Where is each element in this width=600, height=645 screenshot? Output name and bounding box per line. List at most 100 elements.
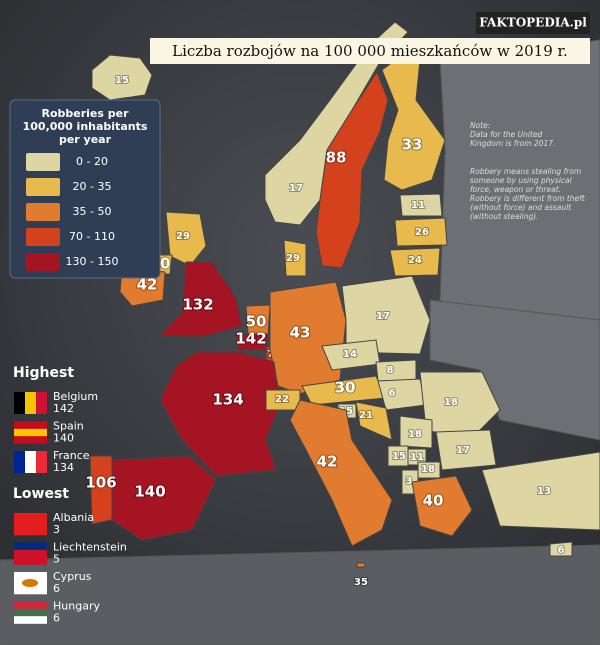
flag: [25, 451, 36, 473]
legend-label: 35 - 50: [73, 205, 112, 218]
region-label: 40: [423, 492, 444, 510]
country-value: 6: [53, 612, 60, 625]
region-label: 6: [558, 545, 565, 556]
country-name: Cyprus: [53, 570, 92, 583]
region: [394, 217, 448, 247]
definition-text: Robbery means stealing from: [470, 167, 581, 176]
region-label: 15: [115, 75, 129, 86]
flag: [25, 392, 36, 414]
country-name: Liechtenstein: [53, 541, 127, 554]
flag: [14, 601, 47, 610]
region: [399, 415, 433, 449]
flag: [14, 421, 47, 430]
region-label: 3: [406, 476, 413, 487]
country-name: Hungary: [53, 600, 100, 613]
region-label: 132: [182, 296, 213, 314]
note-text: Kingdom is from 2017.: [470, 139, 555, 148]
region-label: 13: [537, 486, 551, 497]
legend-label: 20 - 35: [73, 180, 112, 193]
region-label: 30: [335, 379, 356, 397]
region-label: 33: [402, 136, 423, 154]
country-value: 5: [53, 553, 60, 566]
legend-swatch: [26, 178, 60, 196]
region-label: 134: [212, 391, 243, 409]
flag: [14, 616, 47, 624]
region: [264, 21, 409, 226]
list-title: Highest: [13, 365, 74, 381]
region-label: 17: [376, 311, 390, 322]
region-label: 88: [326, 149, 347, 167]
other-land: [0, 39, 600, 645]
region: [315, 70, 389, 269]
flag: [14, 557, 47, 565]
region: [283, 239, 307, 277]
legend-label: 0 - 20: [76, 155, 108, 168]
flag: [36, 451, 47, 473]
flag: [14, 428, 47, 437]
definition-text: (without force) and assault: [470, 203, 572, 212]
flag: [14, 608, 47, 617]
region-label: 6: [389, 388, 396, 399]
region-label: 29: [176, 231, 190, 242]
country-value: 3: [53, 523, 60, 536]
legend-swatch: [26, 253, 60, 271]
legend-label: 130 - 150: [66, 255, 119, 268]
flag: [14, 436, 47, 444]
flag: [14, 392, 25, 414]
region-label: 21: [359, 410, 373, 421]
region-label: 142: [235, 330, 266, 348]
country-name: France: [53, 449, 90, 462]
flag: [22, 579, 38, 587]
region: [481, 451, 600, 531]
region-label: 42: [317, 453, 338, 471]
region-label: 17: [456, 445, 470, 456]
country-name: Spain: [53, 420, 84, 433]
region: [389, 247, 441, 277]
region-label: 11: [410, 452, 424, 463]
region: [375, 359, 417, 382]
region-label: 26: [415, 227, 429, 238]
region: [341, 275, 431, 355]
note-text: Data for the United: [470, 130, 543, 139]
flag: [14, 549, 47, 558]
flag: [14, 572, 47, 580]
flag: [14, 586, 47, 595]
region: [355, 401, 393, 441]
country-value: 142: [53, 402, 74, 415]
region-label: 106: [85, 474, 116, 492]
definition-text: force, weapon or threat.: [470, 185, 561, 194]
region: [411, 475, 473, 537]
region: [165, 211, 207, 267]
region-label: 17: [289, 183, 303, 194]
country-value: 140: [53, 432, 74, 445]
flag: [14, 542, 47, 551]
list-title: Lowest: [13, 486, 69, 502]
region: [435, 429, 497, 471]
region: [158, 261, 243, 338]
legend-label: 70 - 110: [69, 230, 115, 243]
legend-swatch: [26, 228, 60, 246]
region-label: 42: [137, 276, 158, 294]
region: [387, 445, 409, 467]
watermark: FAKTOPEDIA.pl: [479, 16, 587, 30]
definition-text: (without stealing).: [470, 212, 539, 221]
region: [399, 193, 443, 217]
region-label: 14: [343, 349, 357, 360]
watermark-box: [476, 12, 590, 34]
country-name: Belgium: [53, 390, 98, 403]
legend-swatch: [26, 153, 60, 171]
title: Liczba rozbojów na 100 000 mieszkańców w…: [172, 42, 568, 60]
region: [377, 378, 427, 411]
legend-title: Robberies per: [41, 107, 129, 120]
region-label: 50: [246, 313, 267, 331]
region-label: 15: [392, 451, 406, 462]
country-name: Albania: [53, 511, 94, 524]
region-label: 140: [134, 483, 165, 501]
flag: [36, 392, 47, 414]
region: [289, 399, 393, 547]
region-label: 22: [275, 394, 289, 405]
region: [356, 562, 366, 568]
flag: [14, 451, 25, 473]
region-label: 43: [290, 324, 311, 342]
